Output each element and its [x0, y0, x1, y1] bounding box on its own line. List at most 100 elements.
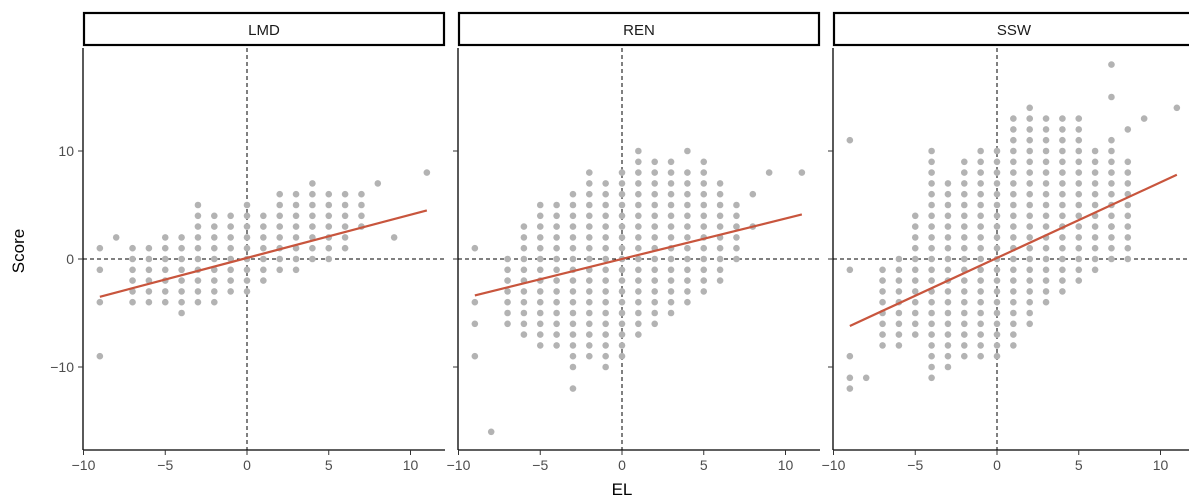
- data-point: [667, 234, 675, 241]
- panel-lmd: LMD −10 −5 0 5 10 −10 0 10: [50, 11, 446, 473]
- data-point: [749, 190, 757, 198]
- data-point: [276, 201, 284, 209]
- data-point: [553, 298, 560, 306]
- data-point: [961, 342, 968, 349]
- data-point: [716, 201, 724, 209]
- x-tick-label: −10: [447, 457, 471, 473]
- data-point: [993, 169, 1001, 176]
- data-point: [684, 212, 691, 220]
- data-point: [1026, 266, 1033, 274]
- data-point: [684, 234, 691, 241]
- data-point: [358, 201, 365, 209]
- data-point: [1059, 212, 1066, 220]
- data-point: [651, 169, 658, 176]
- data-point: [227, 277, 234, 284]
- data-point: [520, 223, 528, 230]
- data-point: [309, 180, 316, 187]
- data-point: [1042, 255, 1050, 263]
- data-point: [1059, 158, 1066, 166]
- facet-strip-label: SSW: [997, 22, 1032, 39]
- data-point: [928, 298, 935, 306]
- data-point: [292, 223, 300, 230]
- data-point: [1042, 115, 1050, 122]
- data-point: [700, 277, 708, 284]
- data-point: [895, 331, 903, 338]
- data-point: [1108, 212, 1115, 220]
- data-point: [977, 255, 984, 263]
- data-point: [911, 309, 919, 317]
- data-point: [1091, 147, 1099, 155]
- data-point: [961, 234, 968, 241]
- data-point: [911, 266, 919, 274]
- data-point: [602, 190, 609, 198]
- data-point: [879, 266, 886, 274]
- data-point: [309, 201, 316, 209]
- data-point: [635, 298, 642, 306]
- data-point: [846, 374, 854, 382]
- data-point: [1108, 180, 1115, 187]
- data-point: [1108, 190, 1115, 198]
- data-point: [1026, 234, 1033, 241]
- data-point: [961, 288, 968, 295]
- data-point: [1075, 158, 1083, 166]
- data-point: [292, 266, 300, 274]
- data-point: [1042, 158, 1050, 166]
- data-point: [733, 255, 740, 263]
- data-point: [1108, 223, 1115, 230]
- x-tick-label: −5: [532, 457, 548, 473]
- data-point: [145, 288, 153, 295]
- data-point: [993, 212, 1001, 220]
- data-point: [1026, 223, 1033, 230]
- data-point: [928, 331, 935, 338]
- facet-strip-label: LMD: [248, 22, 280, 39]
- data-point: [651, 298, 658, 306]
- data-point: [1075, 223, 1083, 230]
- data-point: [928, 342, 935, 349]
- data-point: [1140, 115, 1148, 122]
- data-point: [536, 201, 544, 209]
- data-point: [1026, 147, 1033, 155]
- data-point: [586, 201, 593, 209]
- data-point: [911, 331, 919, 338]
- data-point: [161, 288, 169, 295]
- data-point: [1108, 93, 1115, 101]
- data-point: [684, 223, 691, 230]
- data-point: [260, 234, 267, 241]
- data-point: [961, 255, 968, 263]
- data-point: [1026, 212, 1033, 220]
- fit-line: [99, 209, 428, 298]
- data-point: [635, 223, 642, 230]
- data-point: [651, 309, 658, 317]
- y-tick-label: 10: [58, 143, 74, 159]
- data-point: [977, 277, 984, 284]
- data-point: [733, 244, 740, 252]
- data-point: [1091, 244, 1099, 252]
- data-point: [586, 255, 593, 263]
- data-point: [1124, 212, 1132, 220]
- data-point: [1124, 244, 1132, 252]
- data-point: [243, 234, 251, 241]
- data-point: [325, 255, 333, 263]
- data-point: [553, 288, 560, 295]
- data-point: [96, 244, 104, 252]
- data-point: [765, 169, 773, 176]
- data-point: [536, 288, 544, 295]
- data-point: [684, 266, 691, 274]
- data-point: [635, 190, 642, 198]
- data-point: [178, 288, 185, 295]
- data-point: [1059, 190, 1066, 198]
- data-point: [260, 223, 267, 230]
- data-point: [536, 255, 544, 263]
- data-point: [341, 234, 349, 241]
- data-point: [716, 244, 724, 252]
- data-point: [928, 190, 935, 198]
- data-point: [520, 244, 528, 252]
- data-point: [651, 212, 658, 220]
- data-point: [520, 266, 528, 274]
- data-point: [1042, 201, 1050, 209]
- data-point: [895, 277, 903, 284]
- data-point: [667, 298, 675, 306]
- data-point: [1075, 180, 1083, 187]
- data-point: [977, 244, 984, 252]
- data-point: [961, 352, 968, 360]
